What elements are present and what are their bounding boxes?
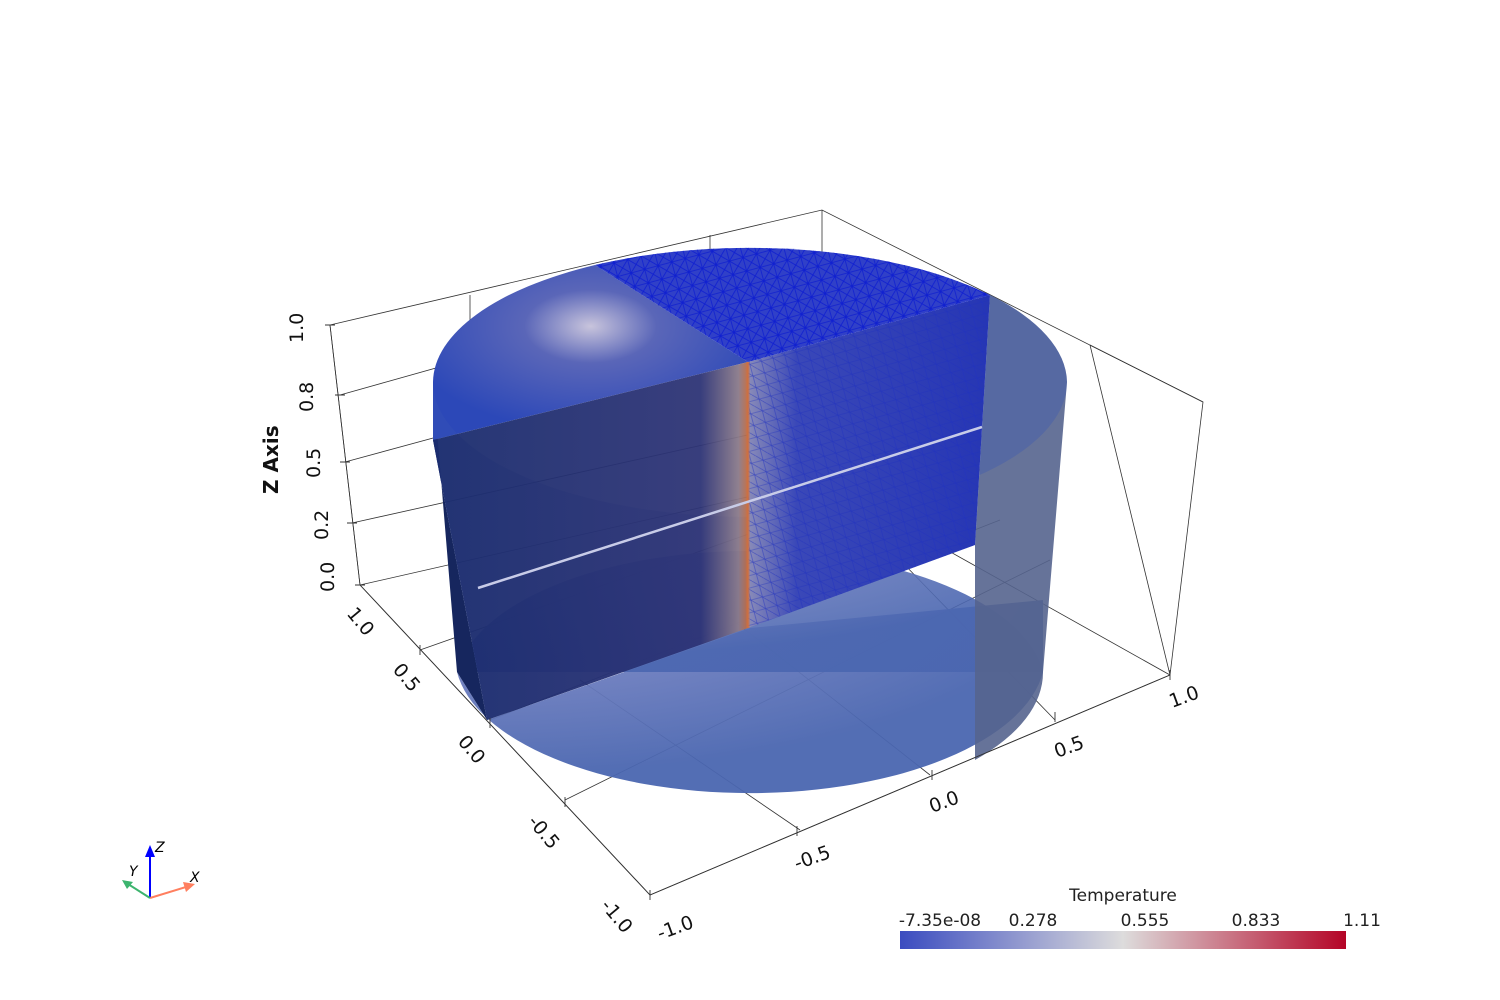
svg-text:Z: Z <box>154 840 165 856</box>
svg-text:0.5: 0.5 <box>303 448 325 478</box>
svg-text:-1.0: -1.0 <box>654 911 696 944</box>
svg-text:0.555: 0.555 <box>1121 911 1170 931</box>
colorbar: Temperature -7.35e-08 0.278 0.555 0.833 … <box>899 886 1381 949</box>
cylinder-top <box>433 265 748 440</box>
colorbar-gradient <box>900 931 1346 949</box>
svg-text:-1.0: -1.0 <box>596 895 637 938</box>
svg-text:-0.5: -0.5 <box>791 841 833 874</box>
axes-front <box>325 324 1171 900</box>
y-arrow-icon <box>122 880 133 889</box>
svg-text:0.5: 0.5 <box>1051 732 1087 763</box>
svg-text:-7.35e-08: -7.35e-08 <box>899 911 981 931</box>
svg-text:0.278: 0.278 <box>1009 911 1058 931</box>
cylinder-left-wall <box>433 382 487 720</box>
svg-text:Y: Y <box>129 864 139 880</box>
svg-text:0.0: 0.0 <box>317 562 339 592</box>
svg-text:0.5: 0.5 <box>388 659 424 696</box>
svg-text:-0.5: -0.5 <box>523 811 564 854</box>
z-arrow-icon <box>145 845 155 857</box>
z-axis-labels: Z Axis 1.0 0.8 0.5 0.2 0.0 <box>259 313 339 592</box>
orientation-widget: Z X Y <box>122 840 200 899</box>
svg-text:1.0: 1.0 <box>342 603 378 640</box>
colorbar-title: Temperature <box>1068 886 1177 906</box>
svg-text:0.2: 0.2 <box>311 510 333 540</box>
svg-text:0.8: 0.8 <box>296 382 318 412</box>
x-arrow-icon <box>183 882 195 892</box>
svg-text:1.0: 1.0 <box>286 313 308 343</box>
svg-text:1.0: 1.0 <box>1166 682 1202 713</box>
svg-text:0.833: 0.833 <box>1232 911 1281 931</box>
z-axis-title: Z Axis <box>259 425 283 494</box>
cylinder-right-wall <box>975 295 1067 760</box>
svg-text:1.11: 1.11 <box>1343 911 1381 931</box>
cut-plane-left <box>433 362 748 720</box>
svg-text:0.0: 0.0 <box>926 787 962 818</box>
cylinder <box>433 247 1067 794</box>
svg-text:X: X <box>189 870 200 886</box>
sample-line <box>477 425 983 590</box>
svg-text:0.0: 0.0 <box>453 731 489 768</box>
